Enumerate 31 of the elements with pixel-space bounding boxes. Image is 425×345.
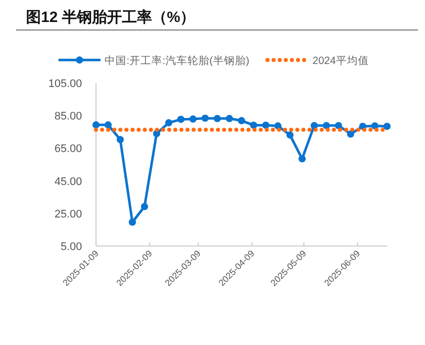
point — [140, 202, 148, 210]
point — [322, 122, 330, 130]
point — [262, 122, 270, 129]
point — [310, 122, 318, 130]
point — [202, 114, 209, 122]
point — [238, 117, 246, 124]
y-tick-label: 105.00 — [48, 78, 82, 90]
y-tick-label: 65.00 — [54, 143, 82, 156]
point — [104, 121, 112, 128]
point — [286, 131, 294, 139]
point — [371, 122, 378, 130]
point — [214, 114, 221, 122]
point — [189, 115, 197, 123]
y-tick-label: 5.00 — [60, 241, 82, 253]
point — [226, 114, 233, 122]
point — [298, 155, 306, 162]
point — [128, 218, 136, 226]
point — [347, 130, 354, 138]
point — [116, 136, 124, 144]
point — [177, 116, 184, 123]
point — [250, 122, 258, 129]
chart-title: 图12 半钢胎开工率（%） — [26, 8, 196, 26]
point — [92, 121, 100, 128]
point — [334, 122, 342, 130]
y-tick-label: 25.00 — [54, 208, 82, 220]
legend-label: 中国:开工率:汽车轮胎(半钢胎) — [104, 54, 250, 67]
point — [165, 119, 172, 126]
y-tick-label: 85.00 — [54, 110, 82, 123]
y-tick-label: 45.00 — [54, 176, 82, 188]
legend-label: 2024平均值 — [312, 55, 369, 67]
point — [383, 122, 391, 130]
